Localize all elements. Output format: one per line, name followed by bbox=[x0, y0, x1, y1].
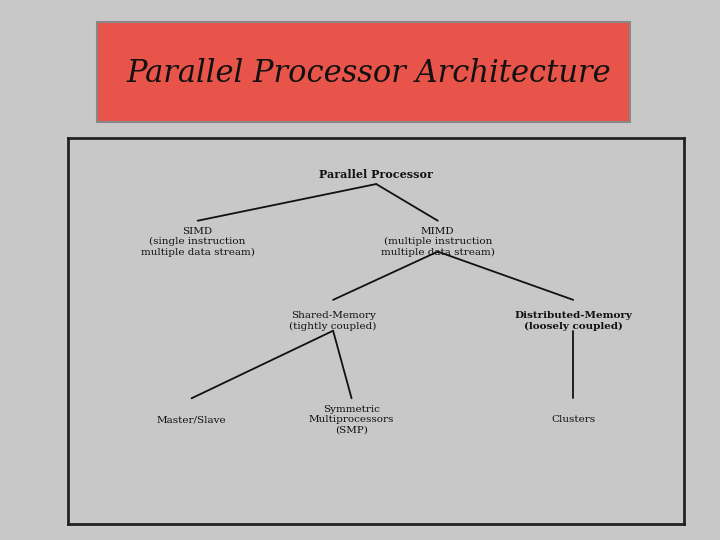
Text: Shared-Memory
(tightly coupled): Shared-Memory (tightly coupled) bbox=[289, 312, 377, 331]
Text: Symmetric
Multiprocessors
(SMP): Symmetric Multiprocessors (SMP) bbox=[309, 404, 395, 435]
Text: MIMD
(multiple instruction
multiple data stream): MIMD (multiple instruction multiple data… bbox=[381, 227, 495, 257]
Text: Distributed-Memory
(loosely coupled): Distributed-Memory (loosely coupled) bbox=[514, 312, 632, 331]
Text: Clusters: Clusters bbox=[551, 415, 595, 424]
Text: Parallel Processor Architecture: Parallel Processor Architecture bbox=[127, 58, 611, 89]
FancyBboxPatch shape bbox=[97, 22, 630, 122]
Text: Master/Slave: Master/Slave bbox=[157, 415, 226, 424]
Text: SIMD
(single instruction
multiple data stream): SIMD (single instruction multiple data s… bbox=[140, 227, 255, 257]
Text: Parallel Processor: Parallel Processor bbox=[319, 169, 433, 180]
